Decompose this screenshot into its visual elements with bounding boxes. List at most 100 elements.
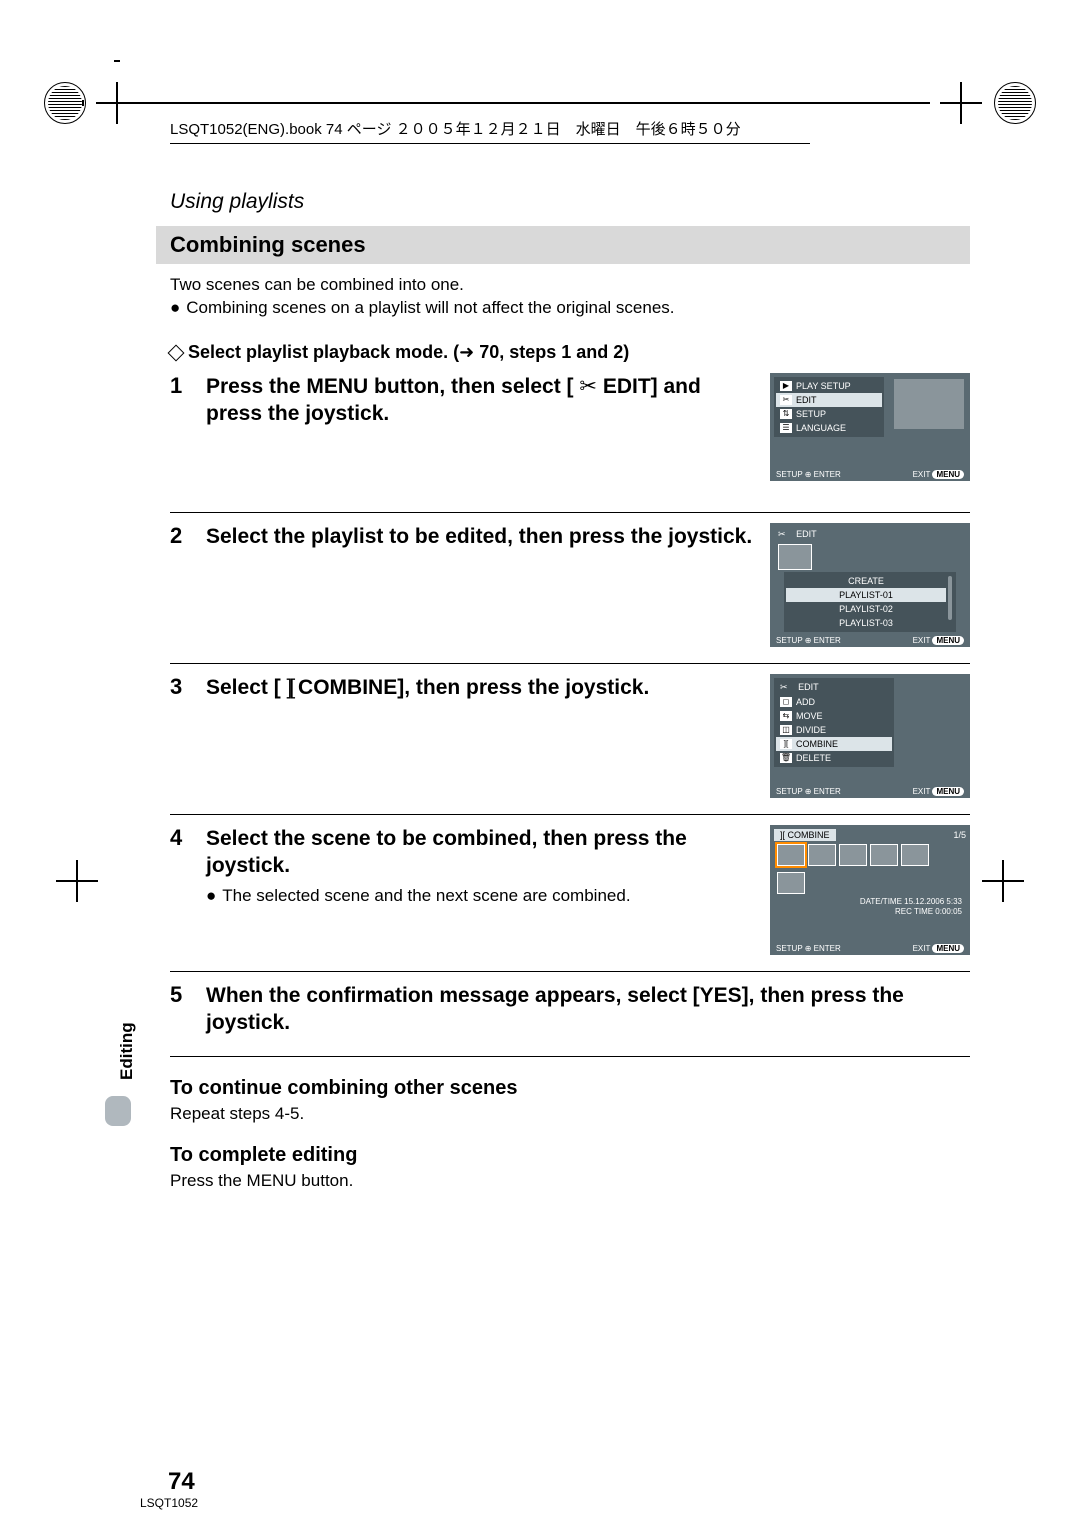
step-text: Select the playlist to be edited, then p…: [206, 523, 756, 550]
scissors-icon: ✂: [780, 395, 792, 405]
scene-thumbnail: [777, 872, 805, 894]
step-text: Select the scene to be combined, then pr…: [206, 825, 756, 908]
ui-screenshot-playlist-select: ✂ EDIT CREATE PLAYLIST-01 PLAYLIST-02 PL…: [770, 523, 970, 647]
step-note-text: The selected scene and the next scene ar…: [222, 885, 630, 907]
footer-menu-pill: MENU: [932, 944, 964, 953]
step-3: ✂ EDIT ◻ADD ⇆MOVE ◫DIVIDE ][COMBINE 🗑DEL…: [170, 674, 970, 815]
registration-mark-icon: [994, 82, 1036, 124]
sidebar-label: Editing: [117, 1022, 137, 1080]
footer-exit-label: EXIT: [913, 636, 931, 645]
document-id: LSQT1052: [140, 1496, 198, 1510]
scene-thumbnail: [839, 844, 867, 866]
combine-icon: ][: [780, 830, 785, 840]
subtext-complete: Press the MENU button.: [170, 1171, 970, 1191]
menu-item-label: DELETE: [796, 753, 831, 763]
step-2: ✂ EDIT CREATE PLAYLIST-01 PLAYLIST-02 PL…: [170, 523, 970, 664]
combine-icon: ][: [780, 739, 792, 749]
scene-thumbnail: [870, 844, 898, 866]
language-icon: ☰: [780, 423, 792, 433]
precondition-text: Select playlist playback mode. (: [188, 342, 459, 362]
scissors-icon: ✂: [780, 682, 788, 693]
precondition-ref: 70, steps 1 and 2): [474, 342, 629, 362]
menu-item-label: PLAY SETUP: [796, 381, 851, 391]
page-number: 74: [168, 1468, 195, 1496]
arrow-icon: [459, 342, 474, 362]
delete-icon: 🗑: [780, 753, 792, 763]
footer-exit-label: EXIT: [913, 787, 931, 796]
menu-item-label: SETUP: [796, 409, 826, 419]
subtext-continue: Repeat steps 4-5.: [170, 1104, 970, 1124]
crop-bar-top: [130, 102, 930, 104]
datetime-label: DATE/TIME: [860, 897, 902, 906]
step-number: 3: [170, 674, 192, 701]
menu-item-label: CREATE: [848, 576, 884, 586]
footer-setup-label: SETUP ⊕ ENTER: [776, 470, 841, 479]
step-number: 2: [170, 523, 192, 550]
step-text: Press the MENU button, then select [ EDI…: [206, 373, 756, 428]
footer-menu-pill: MENU: [932, 787, 964, 796]
menu-item-label: PLAYLIST-03: [839, 618, 893, 628]
crop-mark: [114, 60, 120, 62]
divide-icon: ◫: [780, 725, 792, 735]
scrollbar: [948, 576, 952, 620]
sidebar-tab: Editing: [105, 1000, 135, 1120]
setup-icon: ⇅: [780, 409, 792, 419]
menu-item-label: COMBINE: [796, 739, 838, 749]
intro-bullet: Combining scenes on a playlist will not …: [186, 297, 674, 320]
menu-item-label: ADD: [796, 697, 815, 707]
menu-item-label: PLAYLIST-02: [839, 604, 893, 614]
menu-item-label: DIVIDE: [796, 725, 826, 735]
datetime-value: 15.12.2006 5:33: [904, 897, 962, 906]
step-number: 5: [170, 982, 192, 1037]
main-content: Using playlists Combining scenes Two sce…: [170, 190, 970, 1191]
page: LSQT1052(ENG).book 74 ページ ２００５年１２月２１日 水曜…: [0, 0, 1080, 1526]
precondition: Select playlist playback mode. ( 70, ste…: [170, 342, 970, 363]
sidebar-pill-icon: [105, 1096, 131, 1126]
counter-label: 1/5: [953, 830, 966, 840]
ui-screenshot-main-menu: ▶ PLAY SETUP ✂ EDIT ⇅ SETUP ☰ LANGUAGE SETUP…: [770, 373, 970, 481]
panel-header: EDIT: [798, 682, 819, 692]
intro-line: Two scenes can be combined into one.: [170, 275, 464, 294]
step-1: ▶ PLAY SETUP ✂ EDIT ⇅ SETUP ☰ LANGUAGE SETUP…: [170, 373, 970, 513]
ui-screenshot-combine-panel: ][ COMBINE 1/5 DATE/TIME 15.12.2: [770, 825, 970, 955]
footer-setup-label: SETUP ⊕ ENTER: [776, 787, 841, 796]
scene-thumbnail: [808, 844, 836, 866]
subheading-complete: To complete editing: [170, 1144, 970, 1167]
intro-text: Two scenes can be combined into one. ● C…: [170, 274, 970, 320]
thumbnail-row: [774, 869, 966, 897]
menu-item-label: EDIT: [796, 395, 817, 405]
step-5: 5 When the confirmation message appears,…: [170, 982, 970, 1058]
crop-mark: [82, 100, 84, 106]
menu-item-label: LANGUAGE: [796, 423, 846, 433]
preview-thumbnail: [894, 379, 964, 429]
step-text: Select [ COMBINE], then press the joysti…: [206, 674, 756, 701]
thumbnail-row: [774, 841, 966, 869]
footer-setup-label: SETUP ⊕ ENTER: [776, 944, 841, 953]
step-number: 4: [170, 825, 192, 908]
rectime-value: 0:00:05: [935, 907, 962, 916]
bookfile-header: LSQT1052(ENG).book 74 ページ ２００５年１２月２１日 水曜…: [170, 118, 810, 144]
section-title: Combining scenes: [156, 226, 970, 264]
footer-setup-label: SETUP ⊕ ENTER: [776, 636, 841, 645]
preview-thumbnail: [778, 544, 812, 570]
scene-thumbnail: [777, 844, 805, 866]
crop-crosshair-icon: [56, 860, 98, 902]
rectime-label: REC TIME: [895, 907, 933, 916]
step-text: When the confirmation message appears, s…: [206, 982, 970, 1037]
diamond-icon: [168, 344, 185, 361]
scissors-icon: ✂: [778, 529, 786, 540]
subheading-continue: To continue combining other scenes: [170, 1077, 970, 1100]
breadcrumb: Using playlists: [170, 190, 970, 214]
registration-mark-icon: [44, 82, 86, 124]
crop-crosshair-icon: [940, 82, 982, 124]
footer-menu-pill: MENU: [932, 636, 964, 645]
scissors-icon: [579, 375, 597, 398]
play-icon: ▶: [780, 381, 792, 391]
menu-item-label: MOVE: [796, 711, 823, 721]
bullet-icon: ●: [170, 297, 180, 320]
add-icon: ◻: [780, 697, 792, 707]
scene-thumbnail: [901, 844, 929, 866]
footer-exit-label: EXIT: [913, 944, 931, 953]
step-4: ][ COMBINE 1/5 DATE/TIME 15.12.2: [170, 825, 970, 972]
panel-header: COMBINE: [788, 830, 830, 840]
